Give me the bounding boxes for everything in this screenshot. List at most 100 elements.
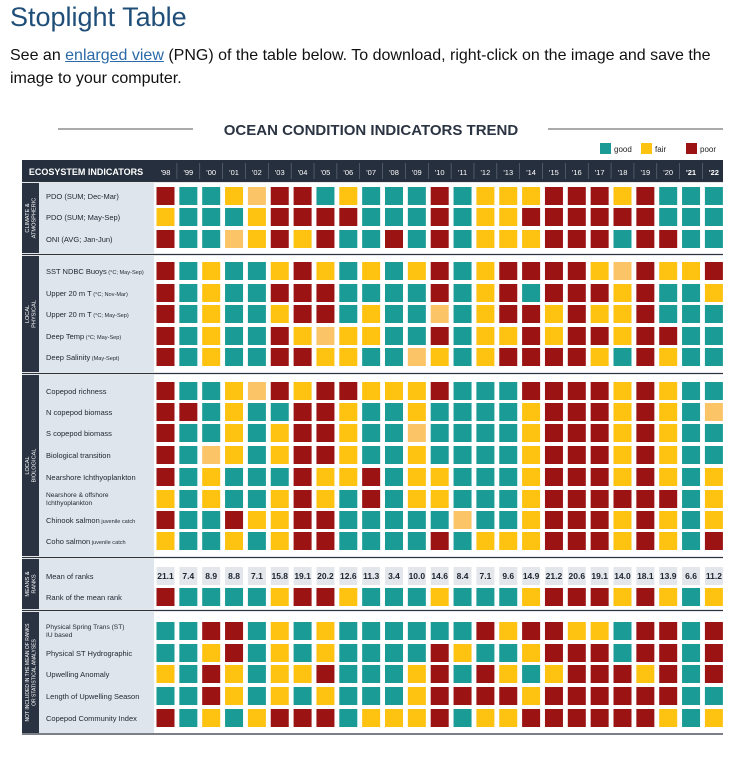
status-cell bbox=[704, 709, 723, 727]
status-cell bbox=[179, 687, 198, 705]
status-cell bbox=[407, 644, 426, 662]
row-label: Nearshore & offshore bbox=[46, 492, 109, 499]
status-cell bbox=[522, 490, 541, 508]
status-cell bbox=[247, 187, 266, 205]
status-cell bbox=[385, 382, 403, 400]
mean-value: 9.6 bbox=[502, 571, 514, 581]
status-cell bbox=[613, 446, 632, 464]
status-cell bbox=[590, 511, 609, 529]
status-cell bbox=[316, 490, 335, 508]
row-label-main: Chinook salmon bbox=[46, 516, 100, 525]
status-cell bbox=[247, 262, 266, 280]
status-cell bbox=[522, 403, 541, 421]
status-cell bbox=[407, 511, 426, 529]
row-label: Nearshore Ichthyoplankton bbox=[46, 473, 136, 482]
status-cell bbox=[293, 687, 312, 705]
status-cell bbox=[316, 644, 335, 662]
status-cell bbox=[247, 348, 266, 366]
status-cell bbox=[682, 665, 701, 683]
status-cell bbox=[567, 403, 586, 421]
status-cell bbox=[659, 208, 678, 226]
status-cell bbox=[659, 588, 678, 606]
status-cell bbox=[293, 622, 312, 640]
status-cell bbox=[339, 644, 358, 662]
legend-label-good: good bbox=[614, 145, 632, 154]
header-bar bbox=[22, 160, 723, 182]
year-label: '14 bbox=[526, 168, 536, 177]
status-cell bbox=[636, 403, 655, 421]
status-cell bbox=[636, 511, 655, 529]
status-cell bbox=[270, 446, 289, 464]
status-cell bbox=[659, 446, 678, 464]
row-label-sub: (°C; May-Sep) bbox=[92, 313, 129, 319]
status-cell bbox=[362, 348, 381, 366]
status-cell bbox=[476, 709, 495, 727]
year-label: '09 bbox=[412, 168, 422, 177]
status-cell bbox=[613, 187, 632, 205]
status-cell bbox=[430, 382, 449, 400]
status-cell bbox=[522, 532, 541, 550]
status-cell bbox=[659, 622, 678, 640]
status-cell bbox=[704, 262, 723, 280]
status-cell bbox=[156, 468, 175, 486]
status-cell bbox=[362, 665, 381, 683]
row-label: Copepod richness bbox=[46, 387, 107, 396]
status-cell bbox=[339, 687, 358, 705]
status-cell bbox=[636, 446, 655, 464]
mean-value-cell bbox=[636, 567, 655, 585]
status-cell bbox=[225, 622, 244, 640]
status-cell bbox=[590, 348, 609, 366]
status-cell bbox=[247, 230, 266, 248]
status-cell bbox=[704, 644, 723, 662]
status-cell bbox=[385, 644, 403, 662]
mean-value-cell bbox=[659, 567, 678, 585]
status-cell bbox=[202, 230, 221, 248]
status-cell bbox=[362, 327, 381, 345]
year-label: '15 bbox=[549, 168, 559, 177]
status-cell bbox=[567, 644, 586, 662]
legend-label-poor: poor bbox=[700, 145, 716, 154]
status-cell bbox=[316, 511, 335, 529]
status-cell bbox=[499, 644, 518, 662]
status-cell bbox=[636, 424, 655, 442]
status-cell bbox=[499, 262, 518, 280]
status-cell bbox=[567, 424, 586, 442]
status-cell bbox=[659, 382, 678, 400]
status-cell bbox=[544, 208, 563, 226]
status-cell bbox=[247, 687, 266, 705]
status-cell bbox=[179, 588, 198, 606]
status-cell bbox=[659, 230, 678, 248]
status-cell bbox=[499, 687, 518, 705]
status-cell bbox=[453, 305, 472, 323]
status-cell bbox=[613, 208, 632, 226]
status-cell bbox=[225, 446, 244, 464]
status-cell bbox=[270, 284, 289, 302]
legend-swatch-poor bbox=[686, 143, 697, 154]
status-cell bbox=[156, 622, 175, 640]
status-cell bbox=[613, 665, 632, 683]
row-label: Physical ST Hydrographic bbox=[46, 649, 132, 658]
status-cell bbox=[316, 665, 335, 683]
row-label: Length of Upwelling Season bbox=[46, 692, 139, 701]
status-cell bbox=[590, 327, 609, 345]
status-cell bbox=[362, 490, 381, 508]
year-label: '20 bbox=[663, 168, 673, 177]
status-cell bbox=[636, 208, 655, 226]
status-cell bbox=[590, 284, 609, 302]
row-label: Chinook salmon juvenile catch bbox=[46, 516, 135, 525]
status-cell bbox=[636, 262, 655, 280]
status-cell bbox=[476, 424, 495, 442]
year-label: '18 bbox=[618, 168, 628, 177]
status-cell bbox=[636, 622, 655, 640]
status-cell bbox=[270, 187, 289, 205]
status-cell bbox=[430, 588, 449, 606]
enlarged-view-link[interactable]: enlarged view bbox=[65, 47, 164, 64]
status-cell bbox=[499, 490, 518, 508]
status-cell bbox=[590, 622, 609, 640]
mean-value: 21.1 bbox=[157, 571, 174, 581]
row-label-main: Rank of the mean rank bbox=[46, 593, 122, 602]
status-cell bbox=[659, 665, 678, 683]
status-cell bbox=[659, 532, 678, 550]
status-cell bbox=[362, 644, 381, 662]
status-cell bbox=[476, 262, 495, 280]
